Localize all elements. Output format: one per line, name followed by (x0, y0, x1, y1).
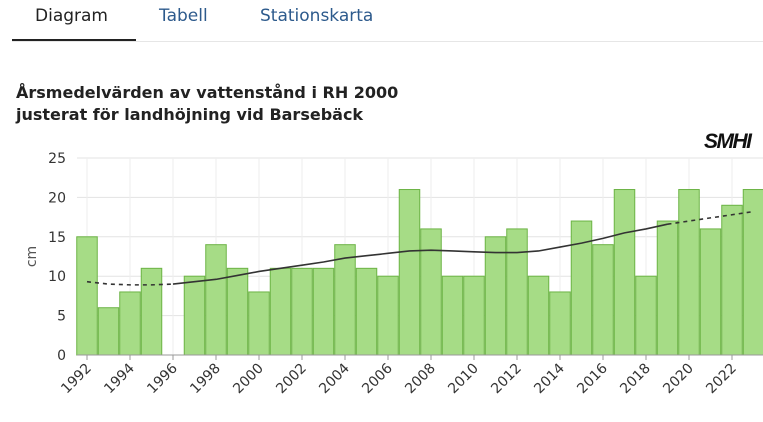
bar-2014 (549, 291, 571, 356)
y-tick-label: 20 (48, 190, 66, 206)
bar-1994 (119, 291, 141, 356)
tab-stationskarta[interactable]: Stationskarta (260, 6, 374, 26)
tab-bar: Diagram Tabell Stationskarta (0, 0, 763, 42)
bar-1999 (226, 267, 249, 356)
y-tick-label: 15 (48, 230, 66, 246)
x-tick-label: 2012 (488, 361, 525, 398)
x-tick-label: 2000 (230, 361, 267, 398)
x-tick-label: 1992 (58, 361, 95, 398)
bar-1993 (97, 307, 120, 356)
bar-2000 (248, 291, 270, 356)
x-tick-label: 2016 (574, 360, 611, 397)
bar-2004 (334, 244, 356, 356)
bar-2002 (291, 267, 313, 356)
smhi-logo: SMHI (704, 130, 752, 153)
trend-line-dashed (86, 280, 174, 286)
bar-2019 (656, 220, 679, 356)
x-tick-label: 2022 (703, 361, 740, 398)
x-tick-label: 2018 (617, 361, 654, 398)
bar-2013 (527, 275, 550, 356)
x-tick-label: 2020 (660, 361, 697, 398)
bar-2001 (269, 267, 292, 356)
bar-2017 (613, 189, 636, 356)
bar-2022 (721, 204, 743, 356)
x-tick-label: 2010 (445, 361, 482, 398)
bar-1998 (205, 244, 227, 356)
bar-2023 (742, 189, 763, 356)
bar-2016 (592, 244, 614, 356)
tab-tabell[interactable]: Tabell (159, 6, 208, 26)
y-tick-label: 10 (48, 269, 66, 285)
trend-line (172, 223, 668, 285)
chart-title-line-1: Årsmedelvärden av vattenstånd i RH 2000 (16, 83, 399, 102)
bar-1997 (183, 275, 206, 356)
x-tick-label: 1994 (101, 360, 138, 397)
bar-2003 (312, 267, 335, 356)
bar-2009 (441, 275, 464, 356)
tab-diagram[interactable]: Diagram (35, 6, 108, 26)
x-tick-label: 2004 (316, 360, 353, 397)
chart-title-line-2: justerat för landhöjning vid Barsebäck (16, 105, 364, 124)
bar-2011 (484, 236, 507, 356)
bar-2010 (463, 275, 485, 356)
bar-1995 (140, 267, 163, 356)
trend-line-dashed (667, 210, 754, 225)
bar-2006 (377, 275, 399, 356)
x-tick-label: 2002 (273, 361, 310, 398)
x-tick-label: 2014 (531, 360, 568, 397)
active-tab-indicator (12, 39, 136, 41)
bar-2021 (699, 228, 722, 356)
x-tick-label: 1998 (187, 361, 224, 398)
bar-2012 (506, 228, 528, 356)
tab-divider (12, 41, 763, 42)
bar-2020 (678, 189, 700, 356)
chart-title: Årsmedelvärden av vattenstånd i RH 2000 … (16, 82, 398, 126)
bar-2007 (398, 189, 421, 356)
bar-2005 (355, 267, 378, 356)
y-tick-label: 25 (48, 151, 66, 167)
x-tick-label: 1996 (144, 360, 181, 397)
y-tick-label: 5 (57, 309, 66, 325)
x-tick-label: 2008 (402, 361, 439, 398)
bar-1992 (76, 236, 98, 356)
bar-2018 (635, 275, 657, 356)
x-tick-label: 2006 (359, 360, 396, 397)
bar-2008 (420, 228, 442, 356)
y-axis-label: cm (24, 246, 40, 267)
y-tick-label: 0 (57, 348, 66, 364)
